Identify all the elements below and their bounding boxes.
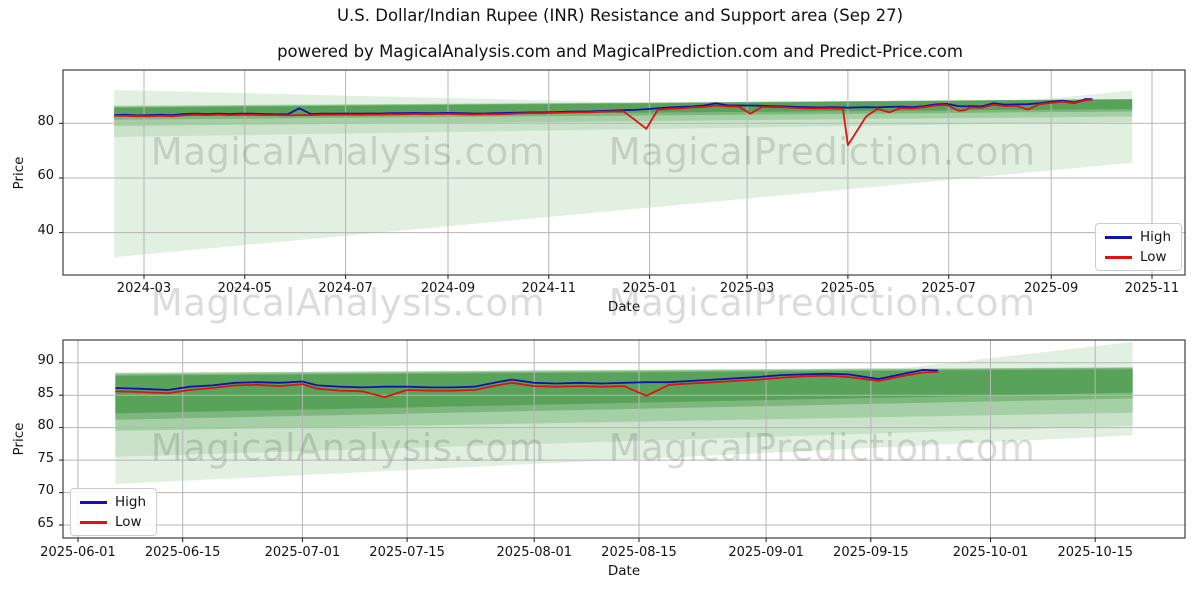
plot-border: [62, 339, 1186, 539]
high-line: [115, 368, 939, 391]
low-line: [115, 370, 939, 399]
chart-title: U.S. Dollar/Indian Rupee (INR) Resistanc…: [336, 6, 904, 25]
top-chart-plot: [59, 69, 1186, 279]
bottom-chart-plot: [59, 339, 1186, 542]
band-core: [114, 99, 1133, 117]
low-line: [114, 98, 1093, 147]
plot-border: [62, 69, 1186, 276]
high-line: [114, 98, 1093, 117]
band-light: [114, 90, 724, 107]
chart-subtitle: powered by MagicalAnalysis.com and Magic…: [277, 42, 963, 61]
band-light: [114, 100, 1133, 258]
